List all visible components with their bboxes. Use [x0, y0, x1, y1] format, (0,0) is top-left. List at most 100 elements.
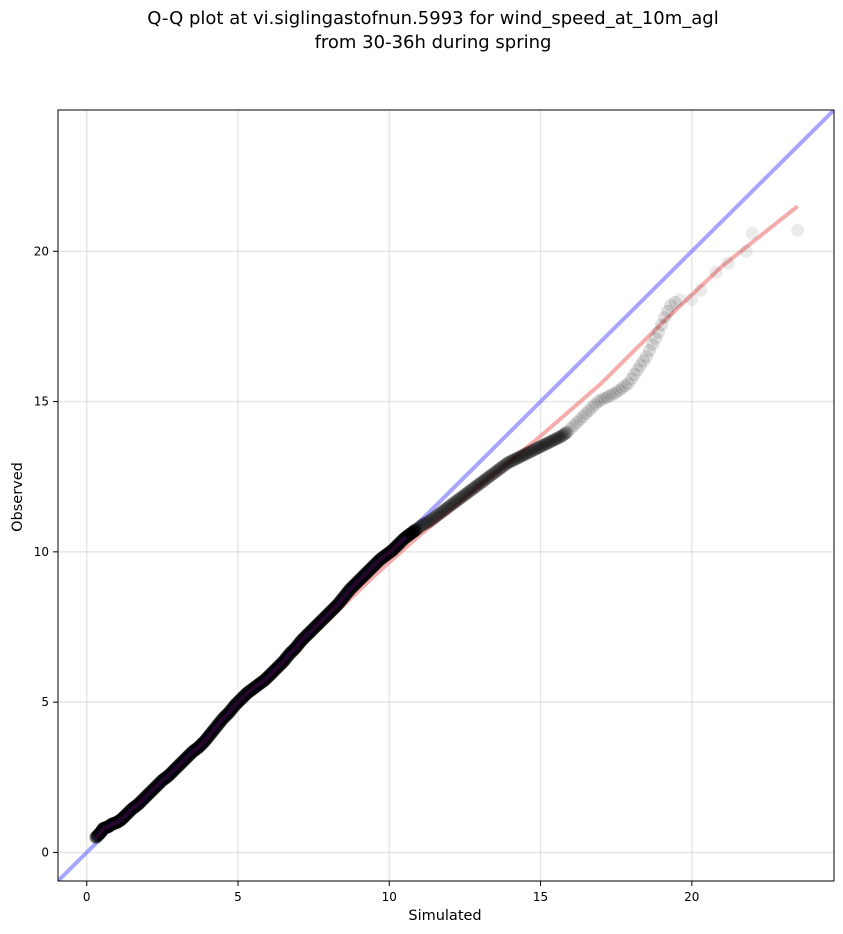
qq-point — [547, 433, 561, 447]
qq-point — [313, 615, 327, 629]
qq-point — [275, 656, 289, 670]
qq-point — [146, 783, 160, 797]
qq-point — [332, 596, 346, 610]
qq-point — [431, 508, 445, 522]
qq-point — [661, 304, 675, 318]
qq-point — [219, 709, 233, 723]
qq-point — [377, 550, 391, 564]
qq-point — [244, 683, 258, 697]
qq-point — [658, 310, 672, 324]
qq-point — [392, 537, 406, 551]
chart-title-line-1: Q-Q plot at vi.siglingastofnun.5993 for … — [147, 8, 718, 29]
qq-point — [117, 810, 131, 824]
qq-point — [515, 449, 529, 463]
qq-point — [115, 812, 129, 826]
qq-point — [213, 715, 227, 729]
qq-point — [570, 416, 584, 430]
qq-point — [364, 561, 378, 575]
qq-point — [387, 542, 401, 556]
qq-point — [220, 708, 234, 722]
qq-point — [233, 694, 247, 708]
qq-point — [152, 777, 166, 791]
qq-point — [544, 434, 558, 448]
qq-point — [407, 524, 421, 538]
qq-point — [194, 738, 208, 752]
qq-point — [401, 529, 415, 543]
qq-point — [165, 765, 179, 779]
qq-point — [391, 538, 405, 552]
qq-point — [358, 567, 372, 581]
qq-point — [139, 790, 153, 804]
qq-point — [202, 730, 216, 744]
qq-point — [157, 772, 171, 786]
qq-point — [164, 767, 178, 781]
qq-point — [205, 726, 219, 740]
qq-point — [549, 432, 563, 446]
qq-point — [183, 747, 197, 761]
qq-point — [179, 752, 193, 766]
qq-point — [400, 530, 414, 544]
qq-point — [293, 635, 307, 649]
qq-point — [229, 697, 243, 711]
qq-point — [98, 821, 112, 835]
qq-point — [108, 816, 122, 830]
qq-point — [123, 804, 137, 818]
qq-point — [316, 612, 330, 626]
qq-point — [297, 631, 311, 645]
qq-point — [353, 573, 367, 587]
qq-point — [201, 730, 215, 744]
qq-point — [257, 674, 271, 688]
qq-point — [384, 544, 398, 558]
qq-point — [222, 706, 236, 720]
qq-point — [306, 622, 320, 636]
qq-point — [323, 606, 337, 620]
qq-point — [490, 464, 504, 478]
qq-point — [376, 550, 390, 564]
qq-point — [388, 540, 402, 554]
qq-point — [294, 634, 308, 648]
qq-point — [285, 644, 299, 658]
qq-point — [313, 615, 327, 629]
qq-point — [326, 602, 340, 616]
qq-point — [481, 471, 495, 485]
qq-point — [195, 736, 209, 750]
qq-point — [456, 489, 470, 503]
qq-point — [567, 419, 581, 433]
qq-point — [156, 773, 170, 787]
x-tick-label: 15 — [533, 890, 548, 904]
qq-point — [354, 572, 368, 586]
qq-point — [524, 444, 538, 458]
qq-point — [253, 677, 267, 691]
qq-point — [154, 775, 168, 789]
qq-point — [254, 675, 268, 689]
qq-point — [188, 743, 202, 757]
qq-point — [270, 661, 284, 675]
qq-point — [96, 823, 110, 837]
qq-point — [248, 680, 262, 694]
qq-point — [211, 717, 225, 731]
qq-point — [176, 755, 190, 769]
qq-point — [278, 653, 292, 667]
qq-point — [104, 818, 118, 832]
x-tick-label: 20 — [684, 890, 699, 904]
qq-point — [385, 543, 399, 557]
qq-point — [159, 770, 173, 784]
axis-ticks: 0 5 10 15 20 0 5 10 15 20 — [34, 244, 700, 904]
qq-point — [290, 639, 304, 653]
qq-point — [262, 669, 276, 683]
qq-point — [333, 595, 347, 609]
qq-point — [476, 474, 490, 488]
qq-point — [183, 748, 197, 762]
qq-point — [627, 368, 641, 382]
qq-point — [204, 727, 218, 741]
qq-point — [119, 808, 133, 822]
qq-point — [453, 491, 467, 505]
qq-point — [129, 799, 143, 813]
x-tick-label: 5 — [234, 890, 242, 904]
qq-point — [370, 555, 384, 569]
qq-point — [359, 567, 373, 581]
qq-point — [366, 560, 380, 574]
qq-point — [468, 480, 482, 494]
qq-point — [413, 520, 427, 534]
qq-point — [378, 548, 392, 562]
